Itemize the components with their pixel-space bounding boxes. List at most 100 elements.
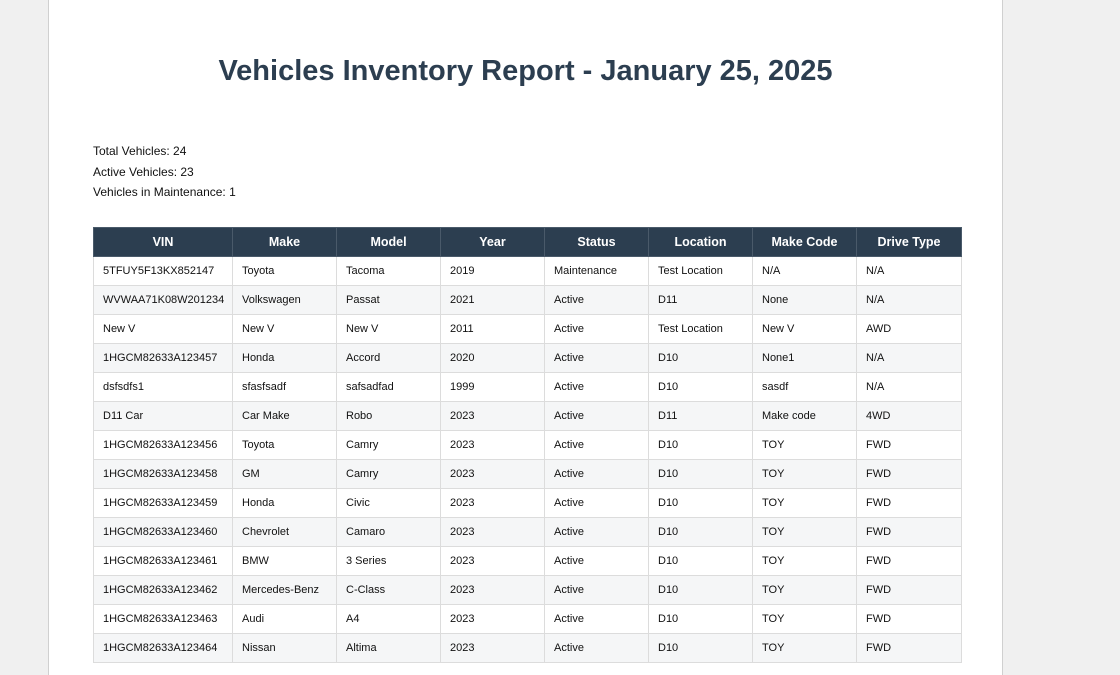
cell-make: Mercedes-Benz: [232, 575, 337, 605]
cell-drive-type: FWD: [856, 575, 962, 605]
cell-make-code: TOY: [752, 604, 857, 634]
cell-status: Active: [544, 401, 649, 431]
cell-make: Audi: [232, 604, 337, 634]
cell-status: Active: [544, 575, 649, 605]
table-row: D11 Car Car Make Robo 2023 Active D11 Make cod…: [93, 401, 962, 431]
report-page: Vehicles Inventory Report - January 25, …: [48, 0, 1003, 675]
cell-model: A4: [336, 604, 441, 634]
column-header-model: Model: [336, 227, 441, 257]
vehicles-table: VIN Make Model Year Status Location Make Code D…: [93, 227, 962, 663]
cell-location: D10: [648, 517, 753, 547]
cell-drive-type: FWD: [856, 459, 962, 489]
cell-status: Active: [544, 488, 649, 518]
cell-make-code: TOY: [752, 430, 857, 460]
table-header-row: VIN Make Model Year Status Location Make Code D…: [93, 227, 962, 257]
cell-vin: 1HGCM82633A123460: [93, 517, 233, 547]
cell-make-code: TOY: [752, 459, 857, 489]
cell-make-code: None: [752, 285, 857, 315]
cell-make: Toyota: [232, 430, 337, 460]
cell-drive-type: FWD: [856, 633, 962, 663]
cell-drive-type: FWD: [856, 604, 962, 634]
cell-year: 2023: [440, 575, 545, 605]
cell-status: Maintenance: [544, 256, 649, 286]
cell-drive-type: N/A: [856, 343, 962, 373]
column-header-make-code: Make Code: [752, 227, 857, 257]
cell-drive-type: FWD: [856, 488, 962, 518]
cell-location: D10: [648, 546, 753, 576]
cell-make: GM: [232, 459, 337, 489]
active-vehicles-stat: Active Vehicles: 23: [93, 164, 194, 179]
cell-year: 2023: [440, 401, 545, 431]
cell-model: Camry: [336, 459, 441, 489]
cell-location: D10: [648, 633, 753, 663]
cell-location: D10: [648, 488, 753, 518]
cell-status: Active: [544, 459, 649, 489]
cell-status: Active: [544, 343, 649, 373]
cell-status: Active: [544, 430, 649, 460]
cell-status: Active: [544, 604, 649, 634]
cell-model: safsadfad: [336, 372, 441, 402]
cell-year: 2023: [440, 430, 545, 460]
cell-vin: dsfsdfs1: [93, 372, 233, 402]
cell-vin: WVWAA71K08W201234: [93, 285, 233, 315]
cell-vin: 1HGCM82633A123463: [93, 604, 233, 634]
total-vehicles-stat: Total Vehicles: 24: [93, 144, 187, 158]
cell-status: Active: [544, 314, 649, 344]
cell-make-code: TOY: [752, 546, 857, 576]
maintenance-vehicles-stat: Vehicles in Maintenance: 1: [93, 185, 236, 199]
table-row: 1HGCM82633A123457 Honda Accord 2020 Active D1…: [93, 343, 962, 373]
cell-location: D10: [648, 430, 753, 460]
cell-vin: 1HGCM82633A123458: [93, 459, 233, 489]
cell-vin: D11 Car: [93, 401, 233, 431]
cell-make: New V: [232, 314, 337, 344]
cell-make: Volkswagen: [232, 285, 337, 315]
cell-model: Robo: [336, 401, 441, 431]
cell-drive-type: FWD: [856, 517, 962, 547]
cell-make: BMW: [232, 546, 337, 576]
table-row: New V New V New V 2011 Active Test Location Ne…: [93, 314, 962, 344]
cell-year: 2021: [440, 285, 545, 315]
cell-status: Active: [544, 546, 649, 576]
cell-drive-type: AWD: [856, 314, 962, 344]
cell-location: D10: [648, 372, 753, 402]
table-row: 1HGCM82633A123458 GM Camry 2023 Active D10 TOY…: [93, 459, 962, 489]
cell-year: 2011: [440, 314, 545, 344]
table-row: 1HGCM82633A123463 Audi A4 2023 Active D10 TOY F…: [93, 604, 962, 634]
cell-model: Tacoma: [336, 256, 441, 286]
cell-drive-type: N/A: [856, 285, 962, 315]
cell-vin: 1HGCM82633A123462: [93, 575, 233, 605]
report-title: Vehicles Inventory Report - January 25, …: [218, 55, 833, 87]
cell-location: D11: [648, 285, 753, 315]
cell-location: Test Location: [648, 256, 753, 286]
cell-year: 2023: [440, 633, 545, 663]
cell-model: Passat: [336, 285, 441, 315]
table-row: 1HGCM82633A123461 BMW 3 Series 2023 Active D1…: [93, 546, 962, 576]
cell-make-code: New V: [752, 314, 857, 344]
cell-vin: 1HGCM82633A123459: [93, 488, 233, 518]
cell-make-code: TOY: [752, 633, 857, 663]
cell-location: D10: [648, 459, 753, 489]
cell-model: New V: [336, 314, 441, 344]
cell-location: D10: [648, 575, 753, 605]
cell-status: Active: [544, 285, 649, 315]
report-summary: Total Vehicles: 24 Active Vehicles: 23 V…: [93, 141, 236, 203]
cell-model: C-Class: [336, 575, 441, 605]
cell-location: D11: [648, 401, 753, 431]
column-header-vin: VIN: [93, 227, 233, 257]
column-header-status: Status: [544, 227, 649, 257]
cell-location: Test Location: [648, 314, 753, 344]
cell-location: D10: [648, 343, 753, 373]
cell-drive-type: FWD: [856, 546, 962, 576]
cell-make-code: TOY: [752, 575, 857, 605]
cell-drive-type: N/A: [856, 372, 962, 402]
cell-location: D10: [648, 604, 753, 634]
cell-drive-type: 4WD: [856, 401, 962, 431]
cell-model: Altima: [336, 633, 441, 663]
cell-vin: 1HGCM82633A123461: [93, 546, 233, 576]
cell-year: 2023: [440, 546, 545, 576]
column-header-year: Year: [440, 227, 545, 257]
cell-make-code: N/A: [752, 256, 857, 286]
table-row: WVWAA71K08W201234 Volkswagen Passat 2021 Act…: [93, 285, 962, 315]
cell-make: Toyota: [232, 256, 337, 286]
cell-make: Car Make: [232, 401, 337, 431]
